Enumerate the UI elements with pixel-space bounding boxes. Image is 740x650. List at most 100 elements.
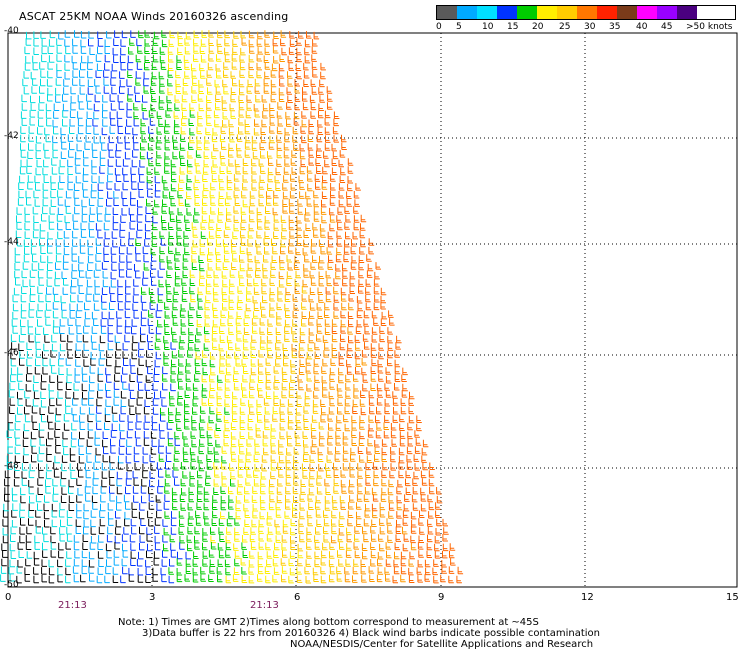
wind-barb	[180, 319, 187, 327]
wind-barb	[214, 470, 220, 478]
wind-barb	[263, 238, 269, 246]
wind-barb	[272, 414, 278, 422]
wind-barb	[194, 175, 201, 183]
wind-barb	[274, 375, 280, 383]
wind-barb	[287, 79, 293, 87]
wind-barb	[279, 414, 286, 422]
wind-barb	[25, 38, 32, 46]
wind-barb	[374, 440, 380, 448]
wind-barb	[73, 535, 80, 543]
wind-barb	[213, 110, 220, 119]
wind-barb	[61, 271, 67, 279]
wind-barb	[258, 190, 264, 198]
wind-barb	[320, 566, 326, 575]
wind-barb	[57, 391, 63, 399]
wind-barb	[95, 414, 102, 422]
wind-barb	[270, 87, 277, 95]
wind-barb	[164, 135, 171, 143]
wind-barb	[331, 510, 337, 519]
wind-barb	[242, 158, 249, 166]
wind-barb	[338, 159, 344, 168]
wind-barb	[172, 151, 178, 160]
wind-barb	[333, 486, 339, 494]
wind-barb	[166, 270, 172, 278]
wind-barb	[130, 543, 136, 551]
wind-barb	[256, 407, 262, 415]
wind-barb	[62, 287, 69, 295]
wind-barb	[340, 326, 346, 334]
wind-barb	[62, 262, 69, 270]
wind-barb	[177, 47, 183, 55]
wind-barb	[325, 270, 332, 279]
legend-label-6: 30	[584, 22, 596, 32]
wind-barb	[137, 367, 143, 376]
wind-barb	[195, 166, 202, 174]
wind-barb	[344, 222, 350, 230]
wind-barb	[336, 574, 343, 582]
wind-barb	[137, 390, 143, 399]
wind-barb	[306, 551, 312, 559]
wind-barb	[219, 534, 225, 542]
wind-barb	[323, 535, 329, 543]
wind-barb	[427, 494, 433, 503]
wind-barb	[297, 550, 304, 559]
wind-barb	[39, 223, 46, 232]
wind-barb	[246, 103, 252, 111]
wind-barb	[387, 526, 393, 534]
wind-barb	[182, 447, 189, 455]
wind-barb	[166, 95, 172, 104]
wind-barb	[288, 47, 295, 55]
wind-barb	[202, 551, 209, 559]
wind-barb	[169, 214, 176, 222]
wind-barb	[175, 86, 182, 94]
wind-barb	[75, 318, 81, 327]
wind-barb	[264, 422, 270, 431]
wind-barb	[212, 502, 218, 510]
wind-barb	[185, 366, 191, 374]
wind-barb	[116, 326, 123, 334]
wind-barb	[353, 542, 359, 550]
wind-barb	[303, 414, 309, 422]
wind-barb	[290, 527, 296, 536]
wind-barb	[180, 134, 186, 142]
wind-barb	[23, 423, 30, 432]
wind-barb	[113, 558, 120, 566]
wind-barb	[140, 486, 147, 494]
wind-barb	[58, 367, 64, 375]
wind-barb	[259, 318, 266, 326]
wind-barb	[85, 135, 91, 143]
wind-barb	[85, 479, 92, 488]
wind-barb	[364, 487, 371, 495]
wind-barb	[359, 431, 365, 440]
wind-barb	[220, 486, 226, 494]
wind-barb	[40, 255, 46, 263]
wind-barb	[275, 327, 282, 335]
wind-barb	[164, 511, 170, 519]
wind-barb	[28, 510, 34, 518]
wind-barb	[129, 358, 136, 367]
wind-barb	[182, 78, 189, 86]
wind-barb	[29, 279, 35, 287]
wind-barb	[329, 215, 336, 223]
wind-barb	[442, 550, 448, 559]
wind-barb	[234, 183, 240, 191]
wind-barb	[10, 534, 16, 542]
wind-barb	[231, 454, 237, 462]
wind-barb	[258, 159, 265, 167]
wind-barb	[155, 183, 161, 192]
wind-barb	[263, 447, 269, 456]
wind-barb	[107, 334, 114, 342]
wind-barb	[144, 399, 150, 407]
wind-barb	[157, 486, 163, 494]
wind-barb	[39, 438, 45, 446]
wind-barb	[170, 198, 176, 207]
lat-label-44: -44	[4, 237, 19, 247]
wind-barb	[64, 30, 71, 38]
wind-barb	[244, 486, 250, 495]
legend-label-3: 15	[507, 22, 519, 32]
wind-barb	[47, 231, 53, 240]
wind-barb	[60, 479, 66, 487]
wind-barb	[229, 270, 236, 278]
wind-barb	[359, 422, 365, 430]
wind-barb	[213, 279, 219, 287]
